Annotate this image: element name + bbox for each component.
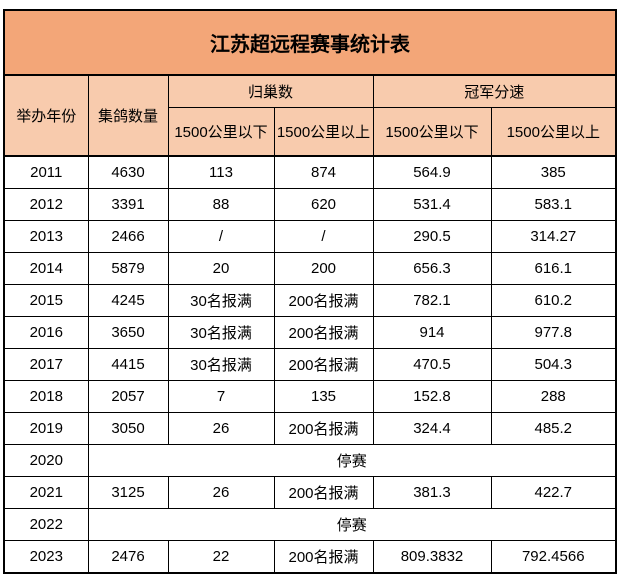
year-cell: 2013 — [3, 220, 89, 253]
pigeons-cell: 4630 — [87, 155, 169, 189]
homing-above-cell: 135 — [273, 380, 374, 413]
pigeons-cell: 4415 — [87, 348, 169, 381]
table-row: 2015 4245 30名报满 200名报满 782.1 610.2 — [3, 284, 617, 317]
speed-below-cell: 290.5 — [372, 220, 492, 253]
speed-above-cell: 314.27 — [490, 220, 617, 253]
pigeons-cell: 3650 — [87, 316, 169, 349]
speed-below-cell: 470.5 — [372, 348, 492, 381]
year-cell: 2021 — [3, 476, 89, 509]
homing-above-cell: 200名报满 — [273, 284, 374, 317]
table-title: 江苏超远程赛事统计表 — [3, 9, 617, 76]
year-cell: 2022 — [3, 508, 89, 541]
speed-above-cell: 288 — [490, 380, 617, 413]
speed-above-cell: 977.8 — [490, 316, 617, 349]
homing-below-cell: 30名报满 — [167, 316, 275, 349]
table-row: 2023 2476 22 200名报满 809.3832 792.4566 — [3, 540, 617, 574]
table-row: 2016 3650 30名报满 200名报满 914 977.8 — [3, 316, 617, 349]
year-cell: 2015 — [3, 284, 89, 317]
suspended-cell: 停赛 — [87, 444, 617, 477]
homing-below-cell: 30名报满 — [167, 348, 275, 381]
speed-above-cell: 610.2 — [490, 284, 617, 317]
statistics-table: 江苏超远程赛事统计表 举办年份 集鸽数量 归巢数 冠军分速 1500公里以下 1… — [3, 9, 618, 574]
pigeons-cell: 2476 — [87, 540, 169, 574]
table-row: 2012 3391 88 620 531.4 583.1 — [3, 188, 617, 221]
speed-above-cell: 583.1 — [490, 188, 617, 221]
homing-above-cell: 874 — [273, 155, 374, 189]
pigeons-cell: 3391 — [87, 188, 169, 221]
suspended-cell: 停赛 — [87, 508, 617, 541]
speed-above-cell: 485.2 — [490, 412, 617, 445]
homing-above-cell: 200名报满 — [273, 316, 374, 349]
year-cell: 2023 — [3, 540, 89, 574]
col-header-champion-speed: 冠军分速 — [372, 74, 617, 108]
speed-below-cell: 324.4 — [372, 412, 492, 445]
speed-below-cell: 152.8 — [372, 380, 492, 413]
speed-below-cell: 914 — [372, 316, 492, 349]
homing-above-cell: 200 — [273, 252, 374, 285]
year-cell: 2020 — [3, 444, 89, 477]
homing-above-cell: 200名报满 — [273, 412, 374, 445]
speed-below-cell: 564.9 — [372, 155, 492, 189]
year-cell: 2019 — [3, 412, 89, 445]
col-header-homing-below-1500: 1500公里以下 — [167, 107, 275, 157]
pigeons-cell: 4245 — [87, 284, 169, 317]
year-cell: 2018 — [3, 380, 89, 413]
homing-below-cell: 20 — [167, 252, 275, 285]
header-row-subgroups: 1500公里以下 1500公里以上 1500公里以下 1500公里以上 — [4, 107, 617, 157]
speed-below-cell: 531.4 — [372, 188, 492, 221]
header-row-groups: 举办年份 集鸽数量 归巢数 冠军分速 — [3, 74, 617, 157]
table-row: 2021 3125 26 200名报满 381.3 422.7 — [3, 476, 617, 509]
table-row: 2019 3050 26 200名报满 324.4 485.2 — [3, 412, 617, 445]
speed-below-cell: 381.3 — [372, 476, 492, 509]
speed-above-cell: 422.7 — [490, 476, 617, 509]
year-cell: 2014 — [3, 252, 89, 285]
pigeons-cell: 2057 — [87, 380, 169, 413]
homing-above-cell: 200名报满 — [273, 476, 374, 509]
col-header-homing-above-1500: 1500公里以上 — [273, 107, 374, 157]
table-row: 2013 2466 / / 290.5 314.27 — [3, 220, 617, 253]
pigeons-cell: 3125 — [87, 476, 169, 509]
table-row: 2014 5879 20 200 656.3 616.1 — [3, 252, 617, 285]
speed-above-cell: 616.1 — [490, 252, 617, 285]
pigeons-cell: 3050 — [87, 412, 169, 445]
table-row: 2018 2057 7 135 152.8 288 — [3, 380, 617, 413]
table-row: 2017 4415 30名报满 200名报满 470.5 504.3 — [3, 348, 617, 381]
homing-below-cell: 113 — [167, 155, 275, 189]
speed-below-cell: 656.3 — [372, 252, 492, 285]
year-cell: 2017 — [3, 348, 89, 381]
table-row-suspended: 2020 停赛 — [3, 444, 617, 477]
pigeons-cell: 2466 — [87, 220, 169, 253]
homing-above-cell: 200名报满 — [273, 540, 374, 574]
col-header-speed-below-1500: 1500公里以下 — [372, 107, 492, 157]
col-header-year: 举办年份 — [3, 74, 89, 157]
homing-below-cell: 26 — [167, 412, 275, 445]
speed-below-cell: 809.3832 — [372, 540, 492, 574]
homing-above-cell: 620 — [273, 188, 374, 221]
col-header-homing-count: 归巢数 — [167, 74, 374, 108]
homing-below-cell: 88 — [167, 188, 275, 221]
homing-above-cell: 200名报满 — [273, 348, 374, 381]
year-cell: 2016 — [3, 316, 89, 349]
table-row: 2011 4630 113 874 564.9 385 — [3, 155, 617, 189]
table-row-suspended: 2022 停赛 — [3, 508, 617, 541]
speed-above-cell: 792.4566 — [490, 540, 617, 574]
speed-below-cell: 782.1 — [372, 284, 492, 317]
homing-below-cell: 30名报满 — [167, 284, 275, 317]
homing-above-cell: / — [273, 220, 374, 253]
homing-below-cell: 7 — [167, 380, 275, 413]
pigeons-cell: 5879 — [87, 252, 169, 285]
year-cell: 2012 — [3, 188, 89, 221]
title-row: 江苏超远程赛事统计表 — [3, 9, 617, 76]
col-header-speed-above-1500: 1500公里以上 — [490, 107, 617, 157]
col-header-pigeon-count: 集鸽数量 — [87, 74, 169, 157]
homing-below-cell: / — [167, 220, 275, 253]
speed-above-cell: 385 — [490, 155, 617, 189]
speed-above-cell: 504.3 — [490, 348, 617, 381]
year-cell: 2011 — [3, 155, 89, 189]
homing-below-cell: 26 — [167, 476, 275, 509]
homing-below-cell: 22 — [167, 540, 275, 574]
